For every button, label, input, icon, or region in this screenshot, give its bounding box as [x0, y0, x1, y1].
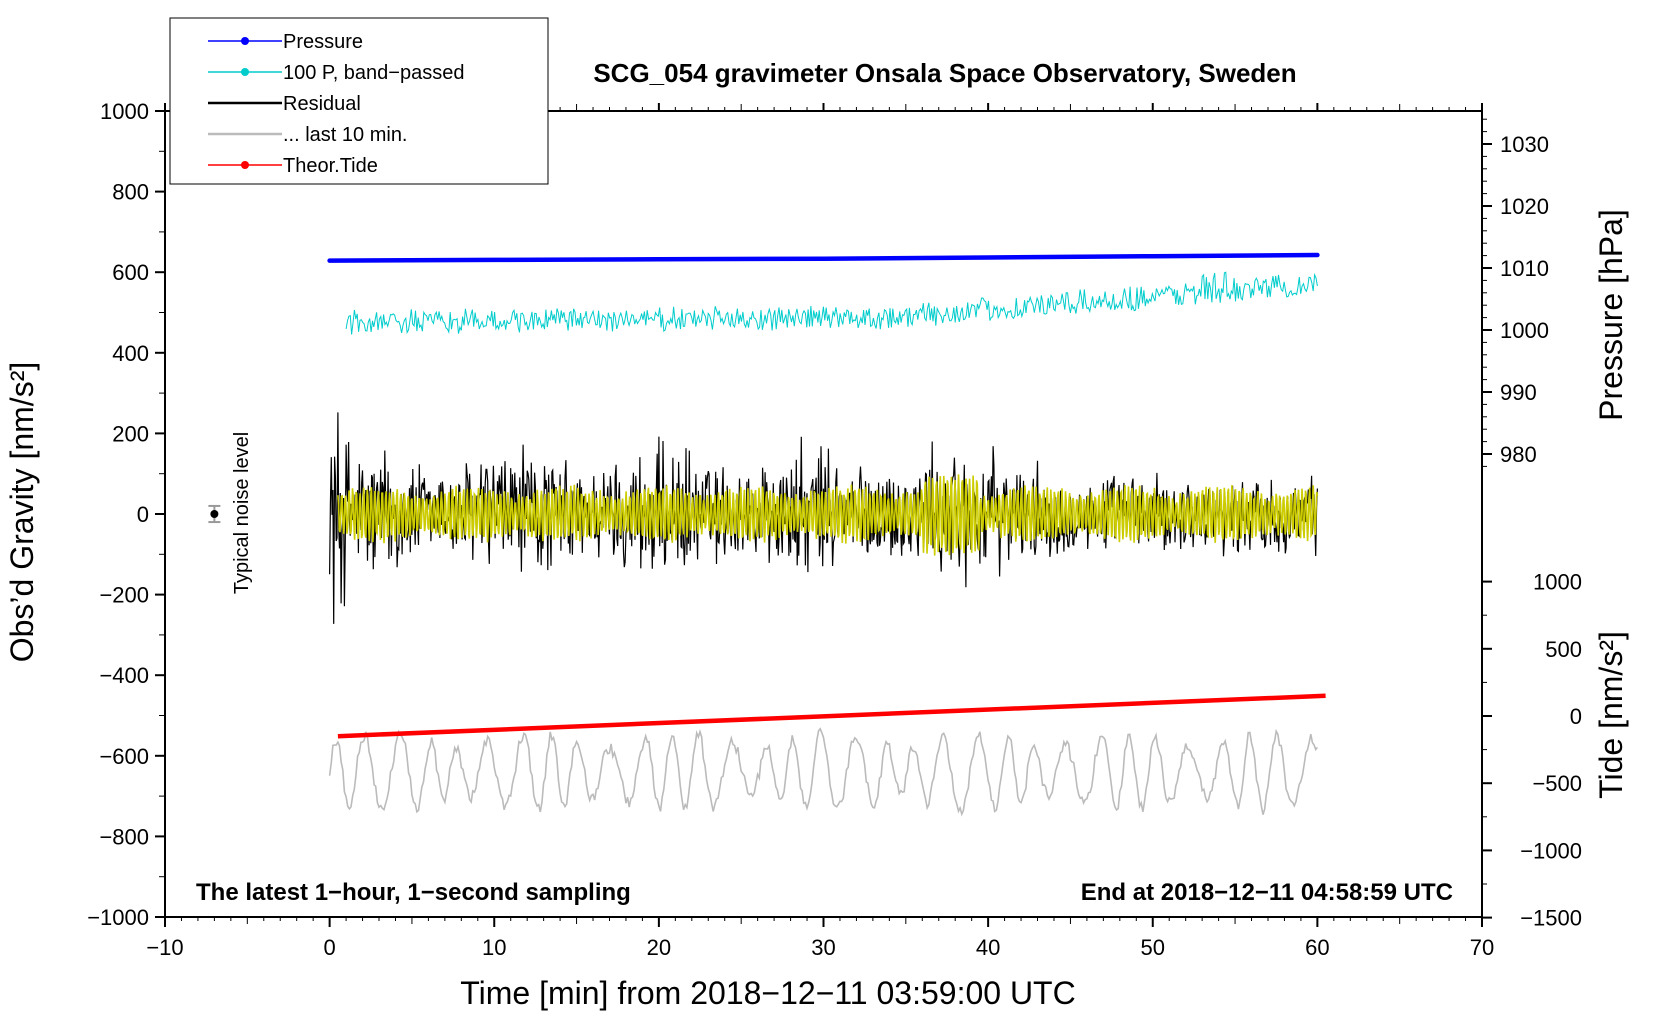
legend-label: 100 P, band−passed — [283, 62, 464, 84]
pressure-tick-label: 1030 — [1500, 132, 1549, 157]
sampling-annotation: The latest 1−hour, 1−second sampling — [196, 879, 631, 906]
legend-marker — [241, 161, 249, 169]
pressure-tick-label: 1010 — [1500, 256, 1549, 281]
pressure-tick-label: 1020 — [1500, 194, 1549, 219]
tide-tick-label: −500 — [1532, 771, 1582, 796]
tide-tick-label: −1000 — [1520, 838, 1582, 863]
series-theor-tide — [337, 693, 1326, 739]
series-residual-bandpassed — [337, 474, 1319, 556]
tide-tick-label: 500 — [1545, 637, 1582, 662]
y-axis-label-left: Obs’d Gravity [nm/s²] — [4, 362, 40, 663]
y-tick-label: 1000 — [100, 99, 149, 124]
pressure-axis-label: Pressure [hPa] — [1593, 209, 1629, 421]
series-pressure — [327, 252, 1320, 263]
y-tick-label: −200 — [99, 583, 149, 608]
x-tick-label: 60 — [1305, 935, 1329, 960]
x-tick-label: 30 — [811, 935, 835, 960]
tide-tick-label: 1000 — [1533, 570, 1582, 595]
legend-marker — [241, 68, 249, 76]
legend: Pressure 100 P, band−passed Residual ... la… — [169, 17, 549, 185]
x-tick-label: 40 — [976, 935, 1000, 960]
tide-axis-label: Tide [nm/s²] — [1593, 631, 1629, 799]
legend-box — [169, 17, 549, 185]
noise-point — [210, 510, 219, 518]
y-tick-label: −400 — [99, 663, 149, 688]
legend-label: Residual — [283, 93, 361, 115]
x-tick-label: 70 — [1470, 935, 1494, 960]
x-tick-label: 50 — [1141, 935, 1165, 960]
text-layer: SCG_054 gravimeter Onsala Space Observat… — [4, 58, 1629, 1011]
x-tick-label: −10 — [146, 935, 183, 960]
y-tick-label: −800 — [99, 824, 149, 849]
data-layer — [208, 252, 1326, 817]
y-tick-label: −600 — [99, 744, 149, 769]
y-tick-label: 400 — [112, 341, 149, 366]
pressure-tick-label: 1000 — [1500, 318, 1549, 343]
legend-marker — [241, 37, 249, 45]
tide-tick-label: −1500 — [1520, 906, 1582, 931]
legend-label: Pressure — [283, 31, 363, 53]
y-tick-label: −1000 — [87, 905, 149, 930]
y-tick-label: 600 — [112, 260, 149, 285]
x-tick-label: 20 — [647, 935, 671, 960]
noise-level-label: Typical noise level — [231, 432, 253, 594]
pressure-tick-label: 990 — [1500, 380, 1537, 405]
pressure-tick-label: 980 — [1500, 442, 1537, 467]
chart-title: SCG_054 gravimeter Onsala Space Observat… — [593, 58, 1296, 88]
y-tick-label: 800 — [112, 180, 149, 205]
y-tick-label: 200 — [112, 421, 149, 446]
y-tick-label: 0 — [137, 502, 149, 527]
legend-label: ... last 10 min. — [283, 124, 408, 146]
x-axis-label: Time [min] from 2018−12−11 03:59:00 UTC — [460, 975, 1075, 1011]
x-tick-label: 10 — [482, 935, 506, 960]
series-last-10-min — [328, 727, 1319, 817]
x-tick-label: 0 — [324, 935, 336, 960]
series-100p-bandpassed — [345, 271, 1318, 335]
end-time-annotation: End at 2018−12−11 04:58:59 UTC — [1081, 879, 1453, 906]
axes-layer: −10 0 10 20 30 40 50 60 7010008006004002000−200−… — [87, 99, 1582, 960]
legend-label: Theor.Tide — [283, 155, 378, 177]
tide-tick-label: 0 — [1570, 704, 1582, 729]
